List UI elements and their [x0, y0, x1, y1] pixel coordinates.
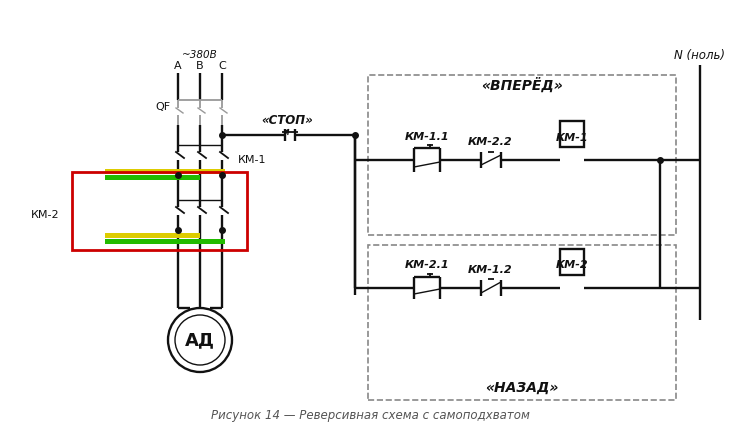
Bar	[72, 172, 247, 250]
Circle shape	[175, 315, 225, 365]
Text: КМ-2.1: КМ-2.1	[405, 260, 450, 270]
Bar	[105, 175, 200, 180]
Circle shape	[168, 308, 232, 372]
Text: КМ-1.1: КМ-1.1	[405, 132, 450, 142]
Bar	[368, 75, 676, 235]
Text: КМ-2: КМ-2	[31, 210, 59, 220]
Text: N (ноль): N (ноль)	[674, 48, 725, 61]
Text: «ВПЕРЁД»: «ВПЕРЁД»	[481, 77, 563, 93]
Bar	[560, 249, 584, 275]
Text: КМ-1: КМ-1	[238, 155, 267, 165]
Bar	[368, 245, 676, 400]
Text: АД: АД	[185, 331, 215, 349]
Text: Рисунок 14 — Реверсивная схема с самоподхватом: Рисунок 14 — Реверсивная схема с самопод…	[211, 408, 529, 422]
Text: B: B	[196, 61, 204, 71]
Text: КМ-1.2: КМ-1.2	[468, 265, 512, 275]
Text: QF: QF	[156, 102, 170, 112]
Bar	[105, 239, 225, 244]
Text: «СТОП»: «СТОП»	[261, 114, 313, 127]
Text: ~380В: ~380В	[182, 50, 218, 60]
Text: «НАЗАД»: «НАЗАД»	[485, 381, 559, 395]
Text: КМ-2: КМ-2	[556, 260, 588, 270]
Bar	[105, 233, 200, 238]
Bar	[560, 121, 584, 147]
Text: КМ-2.2: КМ-2.2	[468, 137, 512, 147]
Text: C: C	[218, 61, 226, 71]
Bar	[105, 169, 225, 174]
Text: A: A	[174, 61, 182, 71]
Text: КМ-1: КМ-1	[556, 133, 588, 143]
